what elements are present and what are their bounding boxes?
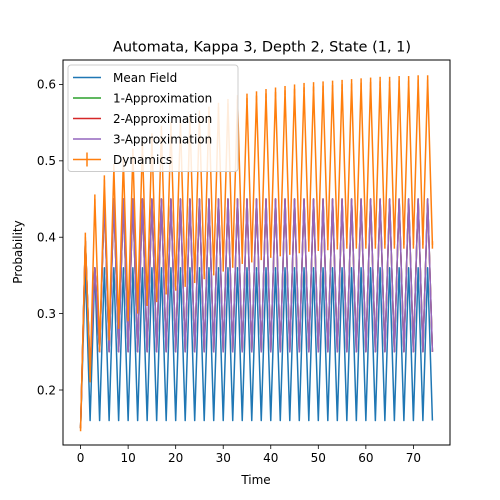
axes-frame bbox=[62, 59, 451, 446]
legend-item-1-approximation: 1-Approximation bbox=[73, 91, 212, 105]
y-tick-label: 0.6 bbox=[37, 78, 56, 92]
legend-item-2-approximation: 2-Approximation bbox=[73, 112, 212, 126]
x-tick-label: 30 bbox=[216, 451, 231, 465]
x-tick-label: 40 bbox=[263, 451, 278, 465]
y-tick-label: 0.2 bbox=[37, 383, 56, 397]
x-tick-label: 60 bbox=[358, 451, 373, 465]
x-tick-label: 50 bbox=[311, 451, 326, 465]
x-axis: 0 10 20 30 40 50 60 70 bbox=[77, 445, 421, 465]
y-tick-label: 0.3 bbox=[37, 307, 56, 321]
y-tick-label: 0.4 bbox=[37, 231, 56, 245]
legend-label: Dynamics bbox=[113, 153, 172, 167]
legend-label: 3-Approximation bbox=[113, 132, 212, 146]
series-mean-field bbox=[79, 267, 434, 429]
legend-item-dynamics: Dynamics bbox=[73, 152, 172, 167]
legend-item-mean-field: Mean Field bbox=[73, 71, 177, 85]
legend-label: 1-Approximation bbox=[113, 91, 212, 105]
x-tick-label: 0 bbox=[77, 451, 85, 465]
legend-label: Mean Field bbox=[113, 71, 177, 85]
y-tick-label: 0.5 bbox=[37, 154, 56, 168]
series-line-mean-field bbox=[79, 267, 434, 429]
x-tick-label: 20 bbox=[168, 451, 183, 465]
x-tick-label: 70 bbox=[406, 451, 421, 465]
x-tick-label: 10 bbox=[120, 451, 135, 465]
legend-label: 2-Approximation bbox=[113, 112, 212, 126]
legend: Mean Field 1-Approximation 2-Approximation… bbox=[67, 64, 239, 172]
y-axis-label: Probability bbox=[11, 220, 25, 283]
series-line-3-approximation bbox=[79, 198, 434, 429]
x-axis-label: Time bbox=[240, 473, 270, 487]
legend-item-3-approximation: 3-Approximation bbox=[73, 132, 212, 146]
y-axis: 0.2 0.3 0.4 0.5 0.6 bbox=[37, 78, 63, 397]
legend-box bbox=[67, 64, 239, 172]
plot-area bbox=[79, 75, 434, 432]
chart-title: Automata, Kappa 3, Depth 2, State (1, 1) bbox=[113, 40, 411, 56]
series-3-approximation bbox=[79, 198, 434, 429]
